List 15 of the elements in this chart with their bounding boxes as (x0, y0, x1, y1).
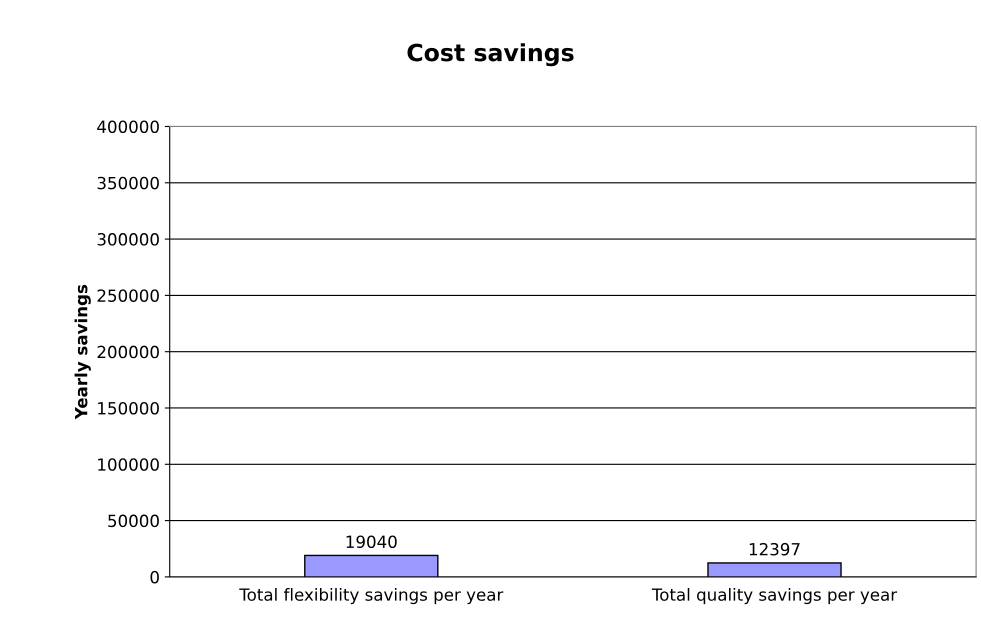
y-tick-label: 200000 (98, 346, 159, 358)
y-tick-label: 0 (150, 570, 159, 584)
y-tick-label: 250000 (98, 289, 159, 302)
y-axis-title: Yearly savings (74, 284, 91, 420)
y-tick-label: 300000 (98, 233, 159, 246)
x-tick-label: Total quality savings per year (652, 588, 898, 604)
y-tick-label: 400000 (97, 120, 159, 134)
data-label: 12397 (750, 542, 800, 556)
y-tick-label: 150000 (98, 402, 159, 415)
y-tick-label: 100000 (98, 458, 159, 471)
chart-title: Cost savings (408, 43, 574, 66)
y-tick-label: 350000 (98, 176, 159, 190)
data-label: 19040 (346, 535, 397, 548)
x-tick-label: Total flexibility savings per year (239, 588, 504, 604)
y-tick-label: 50000 (108, 514, 159, 528)
